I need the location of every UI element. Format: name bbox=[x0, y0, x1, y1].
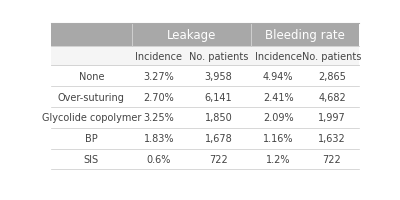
Text: None: None bbox=[79, 72, 104, 81]
Text: No. patients: No. patients bbox=[189, 52, 248, 62]
Text: Incidence: Incidence bbox=[135, 52, 182, 62]
Text: 722: 722 bbox=[209, 154, 228, 164]
Bar bbox=[51, 128, 359, 149]
Text: 3.27%: 3.27% bbox=[144, 72, 174, 81]
Text: BP: BP bbox=[85, 134, 98, 144]
Bar bbox=[51, 47, 359, 66]
Text: 2.41%: 2.41% bbox=[263, 92, 294, 102]
Text: 1,850: 1,850 bbox=[204, 113, 232, 123]
Text: 722: 722 bbox=[323, 154, 342, 164]
Text: 4.94%: 4.94% bbox=[263, 72, 293, 81]
Text: 1.83%: 1.83% bbox=[144, 134, 174, 144]
Bar bbox=[51, 24, 359, 47]
Text: 3,958: 3,958 bbox=[204, 72, 232, 81]
Text: 1,632: 1,632 bbox=[318, 134, 346, 144]
Bar bbox=[51, 149, 359, 170]
Text: 3.25%: 3.25% bbox=[144, 113, 174, 123]
Text: 2.70%: 2.70% bbox=[144, 92, 174, 102]
Text: Leakage: Leakage bbox=[167, 29, 216, 42]
Text: SIS: SIS bbox=[84, 154, 99, 164]
Text: 2,865: 2,865 bbox=[318, 72, 346, 81]
Text: 1.2%: 1.2% bbox=[266, 154, 290, 164]
Bar bbox=[51, 66, 359, 87]
Text: Incidence: Incidence bbox=[255, 52, 302, 62]
Text: Over-suturing: Over-suturing bbox=[58, 92, 125, 102]
Text: 0.6%: 0.6% bbox=[147, 154, 171, 164]
Text: Glycolide copolymer: Glycolide copolymer bbox=[42, 113, 141, 123]
Text: 1,997: 1,997 bbox=[318, 113, 346, 123]
Text: 2.09%: 2.09% bbox=[263, 113, 294, 123]
Bar bbox=[51, 87, 359, 108]
Text: 6,141: 6,141 bbox=[205, 92, 232, 102]
Text: 1.16%: 1.16% bbox=[263, 134, 293, 144]
Bar bbox=[51, 108, 359, 128]
Text: Bleeding rate: Bleeding rate bbox=[265, 29, 345, 42]
Text: 1,678: 1,678 bbox=[204, 134, 232, 144]
Text: No. patients: No. patients bbox=[302, 52, 362, 62]
Text: 4,682: 4,682 bbox=[318, 92, 346, 102]
